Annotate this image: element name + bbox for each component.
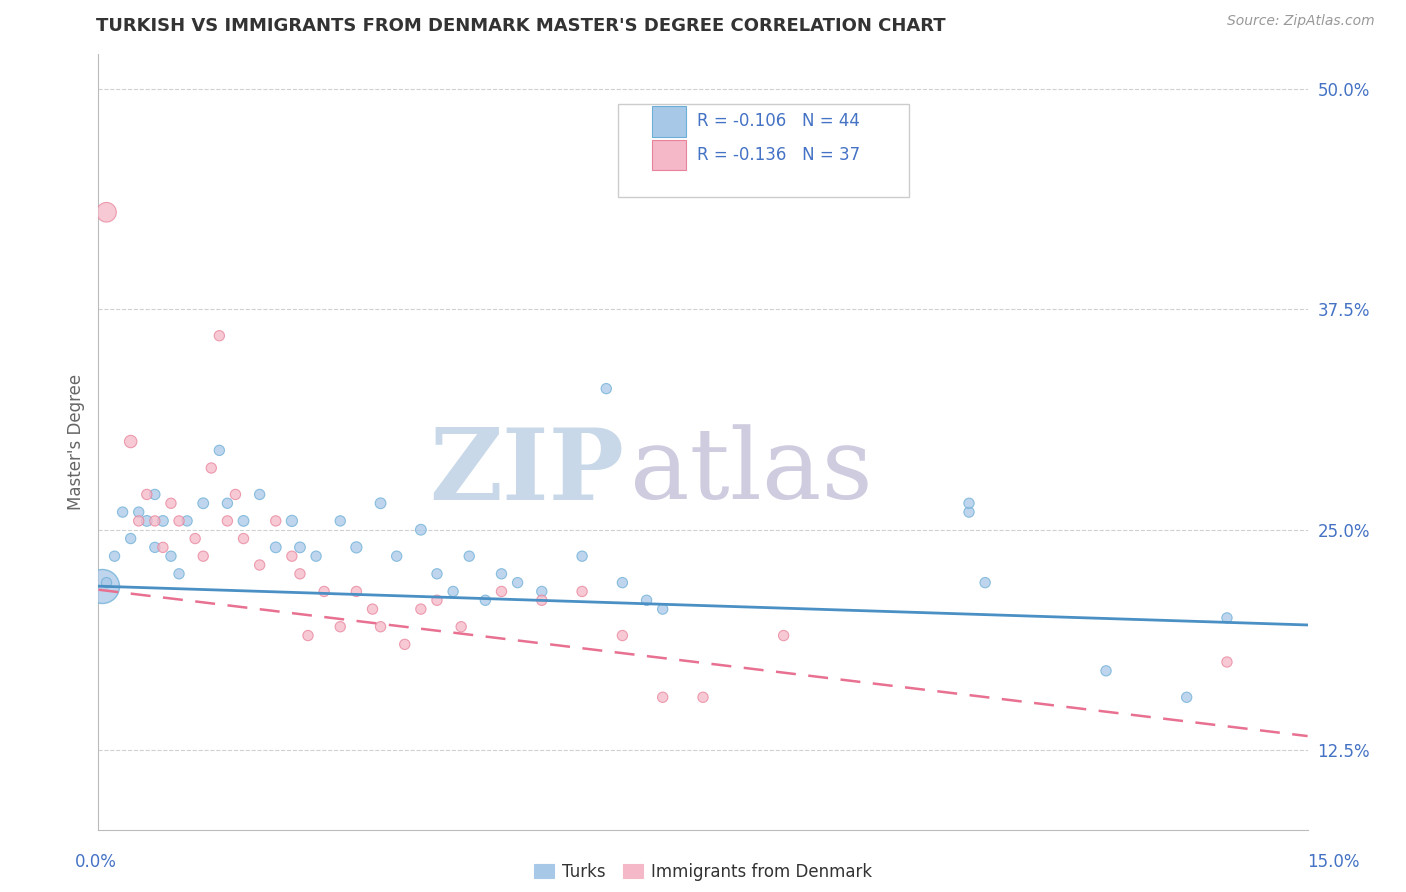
Point xyxy=(409,602,432,616)
Point xyxy=(135,514,157,528)
Point xyxy=(232,514,254,528)
Point xyxy=(152,541,174,555)
Point xyxy=(91,579,114,593)
Text: Source: ZipAtlas.com: Source: ZipAtlas.com xyxy=(1227,14,1375,28)
Point xyxy=(329,620,352,634)
Point xyxy=(232,532,254,546)
Point xyxy=(409,523,432,537)
Point xyxy=(264,541,287,555)
Point xyxy=(458,549,481,564)
Point xyxy=(128,505,150,519)
Point xyxy=(344,584,367,599)
Point xyxy=(217,496,239,510)
Point xyxy=(530,584,553,599)
Point xyxy=(426,593,449,607)
Point xyxy=(208,443,231,458)
Point xyxy=(167,514,190,528)
Point xyxy=(426,566,449,581)
Text: R = -0.136   N = 37: R = -0.136 N = 37 xyxy=(697,145,860,164)
Point xyxy=(281,549,304,564)
Point xyxy=(329,514,352,528)
Point xyxy=(450,620,472,634)
Text: 0.0%: 0.0% xyxy=(75,853,117,871)
Point xyxy=(143,487,166,501)
Point xyxy=(305,549,328,564)
Point xyxy=(96,575,118,590)
Point xyxy=(160,549,183,564)
Point xyxy=(612,575,634,590)
Point xyxy=(249,487,271,501)
Point xyxy=(772,628,794,642)
Point xyxy=(111,505,134,519)
Point xyxy=(974,575,997,590)
Point xyxy=(595,382,617,396)
Point xyxy=(184,532,207,546)
Point xyxy=(167,566,190,581)
FancyBboxPatch shape xyxy=(652,106,686,136)
Point xyxy=(506,575,529,590)
Point xyxy=(361,602,384,616)
Point xyxy=(1216,655,1239,669)
Point xyxy=(208,328,231,343)
Point xyxy=(217,514,239,528)
Point xyxy=(441,584,464,599)
Point xyxy=(193,549,215,564)
Point xyxy=(264,514,287,528)
Point xyxy=(143,541,166,555)
Point xyxy=(249,558,271,572)
Text: atlas: atlas xyxy=(630,425,873,520)
Text: ZIP: ZIP xyxy=(429,424,624,521)
FancyBboxPatch shape xyxy=(652,139,686,170)
Point xyxy=(297,628,319,642)
Point xyxy=(651,690,673,705)
Point xyxy=(612,628,634,642)
Point xyxy=(571,584,593,599)
Point xyxy=(1175,690,1198,705)
Point xyxy=(120,532,142,546)
Point xyxy=(491,584,513,599)
Legend: Turks, Immigrants from Denmark: Turks, Immigrants from Denmark xyxy=(527,855,879,888)
Point xyxy=(370,620,392,634)
Point xyxy=(152,514,174,528)
Point xyxy=(474,593,496,607)
Point xyxy=(571,549,593,564)
Point xyxy=(103,549,125,564)
Point xyxy=(957,496,980,510)
Point xyxy=(344,541,367,555)
Point xyxy=(530,593,553,607)
Text: TURKISH VS IMMIGRANTS FROM DENMARK MASTER'S DEGREE CORRELATION CHART: TURKISH VS IMMIGRANTS FROM DENMARK MASTE… xyxy=(96,17,945,35)
Point xyxy=(176,514,198,528)
Point xyxy=(1095,664,1118,678)
Point xyxy=(314,584,336,599)
Text: R = -0.106   N = 44: R = -0.106 N = 44 xyxy=(697,112,860,130)
Point xyxy=(135,487,157,501)
Point xyxy=(385,549,408,564)
Point xyxy=(636,593,658,607)
Point xyxy=(281,514,304,528)
Point xyxy=(370,496,392,510)
Point xyxy=(957,505,980,519)
Point xyxy=(491,566,513,581)
Point xyxy=(193,496,215,510)
Point xyxy=(224,487,246,501)
Point xyxy=(288,541,311,555)
Point xyxy=(651,602,673,616)
FancyBboxPatch shape xyxy=(619,104,908,197)
Point xyxy=(143,514,166,528)
Point xyxy=(200,461,222,475)
Text: 15.0%: 15.0% xyxy=(1306,853,1360,871)
Point xyxy=(394,637,416,651)
Point xyxy=(120,434,142,449)
Point xyxy=(128,514,150,528)
Point xyxy=(1216,611,1239,625)
Point xyxy=(160,496,183,510)
Point xyxy=(288,566,311,581)
Y-axis label: Master's Degree: Master's Degree xyxy=(66,374,84,509)
Point xyxy=(692,690,714,705)
Point xyxy=(96,205,118,219)
